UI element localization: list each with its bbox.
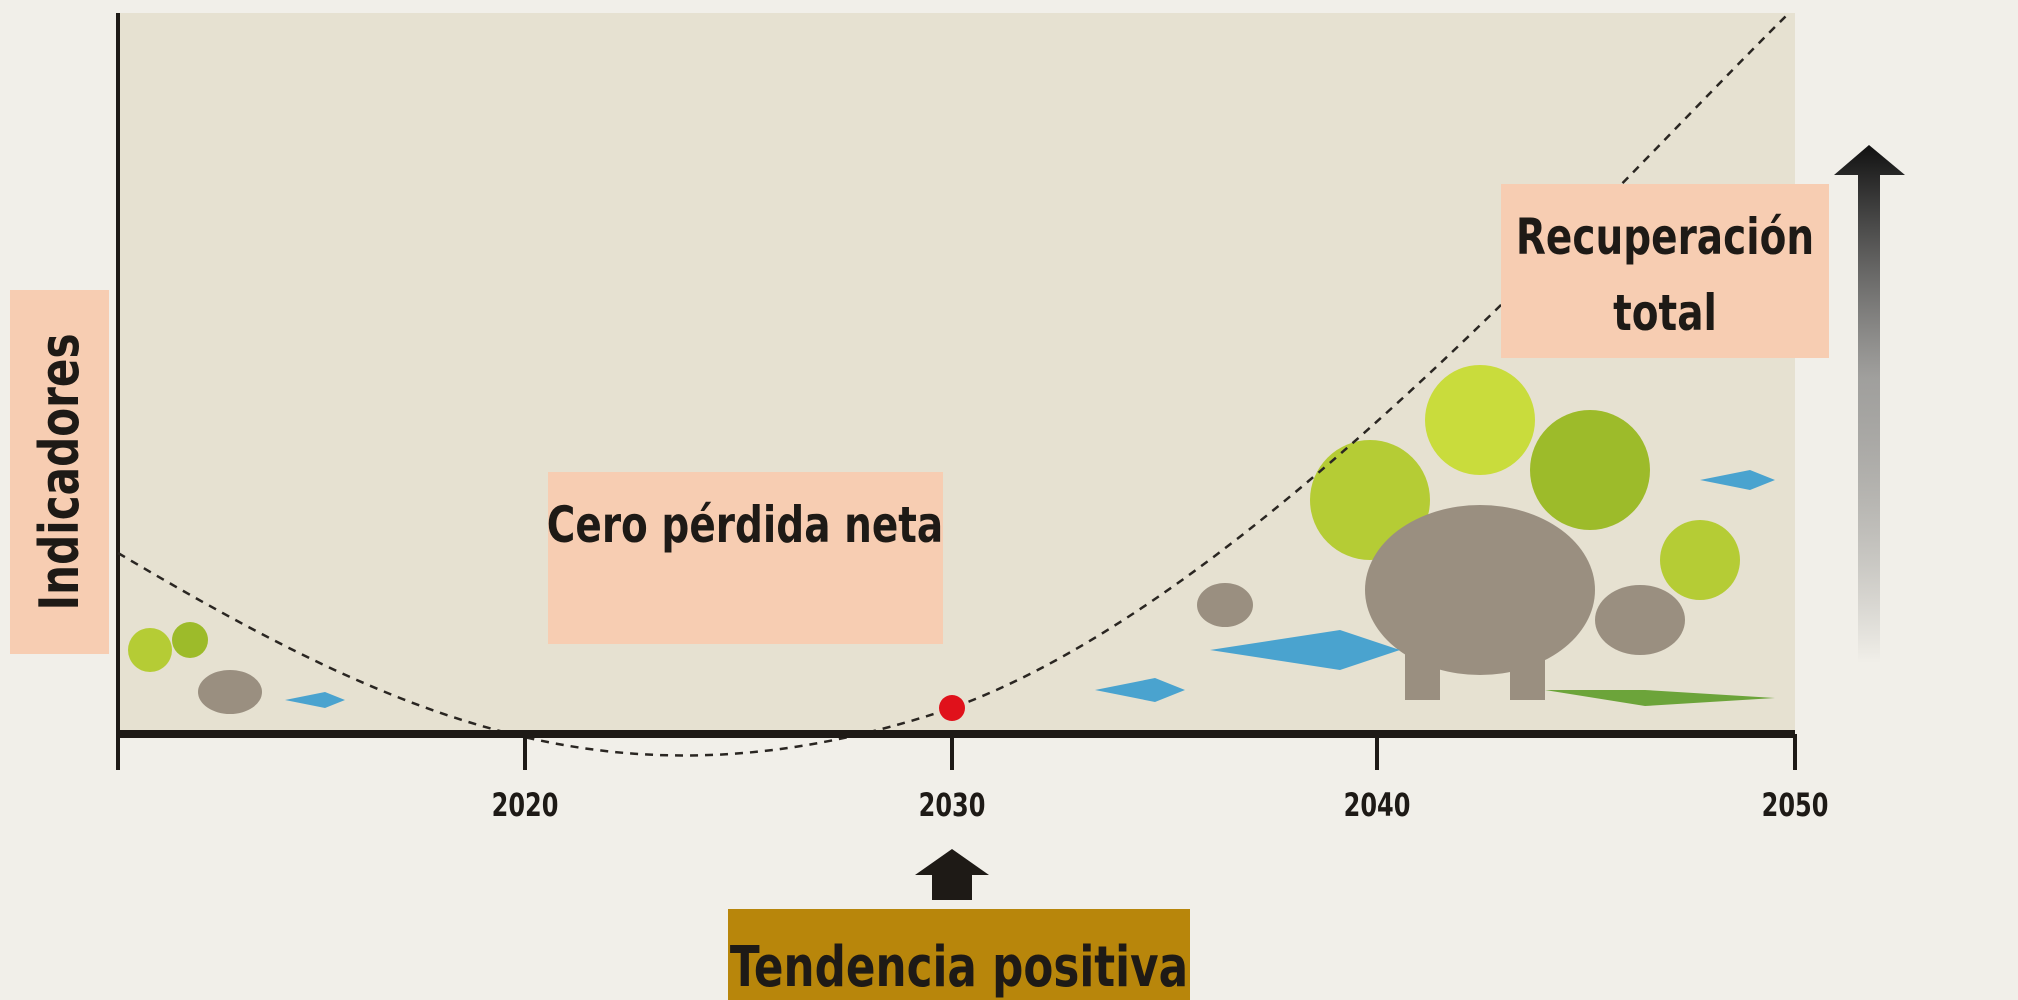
trend-label: Tendencia positiva — [730, 934, 1188, 1000]
annotation: Recuperación — [1516, 207, 1814, 266]
y-axis-label: Indicadores — [29, 333, 91, 610]
annotation: Cero pérdida neta — [547, 495, 943, 554]
x-tick-label: 2020 — [492, 787, 559, 824]
x-tick-label: 2050 — [1762, 787, 1829, 824]
x-tick-label: 2030 — [919, 787, 986, 824]
page: 2020 2030 2040 2050 Indicadores Cero pér… — [0, 0, 2018, 1000]
x-tick-label: 2040 — [1344, 787, 1411, 824]
annotation: total — [1613, 283, 1717, 342]
milestone-dot — [939, 695, 965, 721]
infographic: 2020 2030 2040 2050 Indicadores Cero pér… — [0, 0, 2018, 1000]
